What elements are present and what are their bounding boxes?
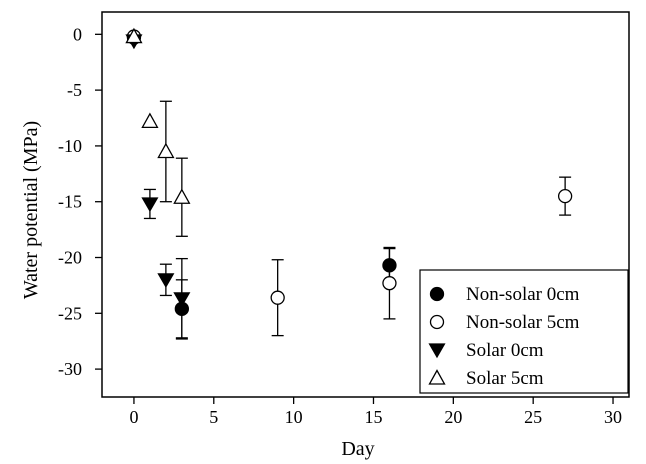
y-tick-label: -30 — [58, 359, 82, 379]
y-tick-label: 0 — [73, 24, 82, 44]
series-non-solar-0cm — [126, 30, 397, 339]
legend-label: Solar 5cm — [466, 368, 544, 389]
data-marks — [125, 27, 573, 340]
legend-box — [419, 269, 629, 394]
data-point — [125, 27, 143, 44]
data-point — [382, 276, 397, 291]
data-point — [270, 290, 285, 305]
series-solar-5cm — [125, 27, 191, 237]
legend-label: Solar 0cm — [466, 340, 544, 361]
data-point — [173, 292, 191, 307]
data-point — [157, 142, 175, 159]
y-tick-label: -15 — [58, 192, 82, 212]
y-tick-label: -20 — [58, 248, 82, 268]
y-tick-label: -25 — [58, 303, 82, 323]
legend-marker — [429, 314, 445, 330]
data-point — [141, 197, 159, 213]
y-tick-label: -10 — [58, 136, 82, 156]
legend: Non-solar 0cm Non-solar 5cm Solar 0cm Solar… — [419, 269, 629, 394]
x-axis-title: Day — [341, 438, 374, 460]
y-tick-label: -5 — [67, 80, 82, 100]
x-tick-label: 5 — [209, 407, 218, 427]
legend-marker — [428, 369, 446, 385]
x-axis: 0 5 10 15 20 25 30 — [129, 397, 622, 427]
data-point — [141, 112, 159, 129]
x-tick-label: 30 — [604, 407, 622, 427]
data-point — [557, 188, 573, 204]
series-solar-0cm — [125, 34, 191, 340]
x-tick-label: 25 — [524, 407, 542, 427]
legend-marker — [429, 286, 445, 302]
x-tick-label: 0 — [129, 407, 138, 427]
legend-label: Non-solar 5cm — [466, 312, 580, 333]
data-point — [173, 188, 191, 204]
y-axis: 0 -5 -10 -15 -20 -25 -30 — [58, 24, 102, 379]
legend-label: Non-solar 0cm — [466, 284, 580, 305]
y-axis-title: Water potential (MPa) — [20, 121, 42, 299]
x-tick-label: 15 — [364, 407, 382, 427]
plot-frame — [101, 11, 630, 398]
data-point — [157, 273, 175, 289]
x-tick-label: 20 — [444, 407, 462, 427]
legend-marker — [428, 343, 446, 359]
x-tick-label: 10 — [285, 407, 303, 427]
